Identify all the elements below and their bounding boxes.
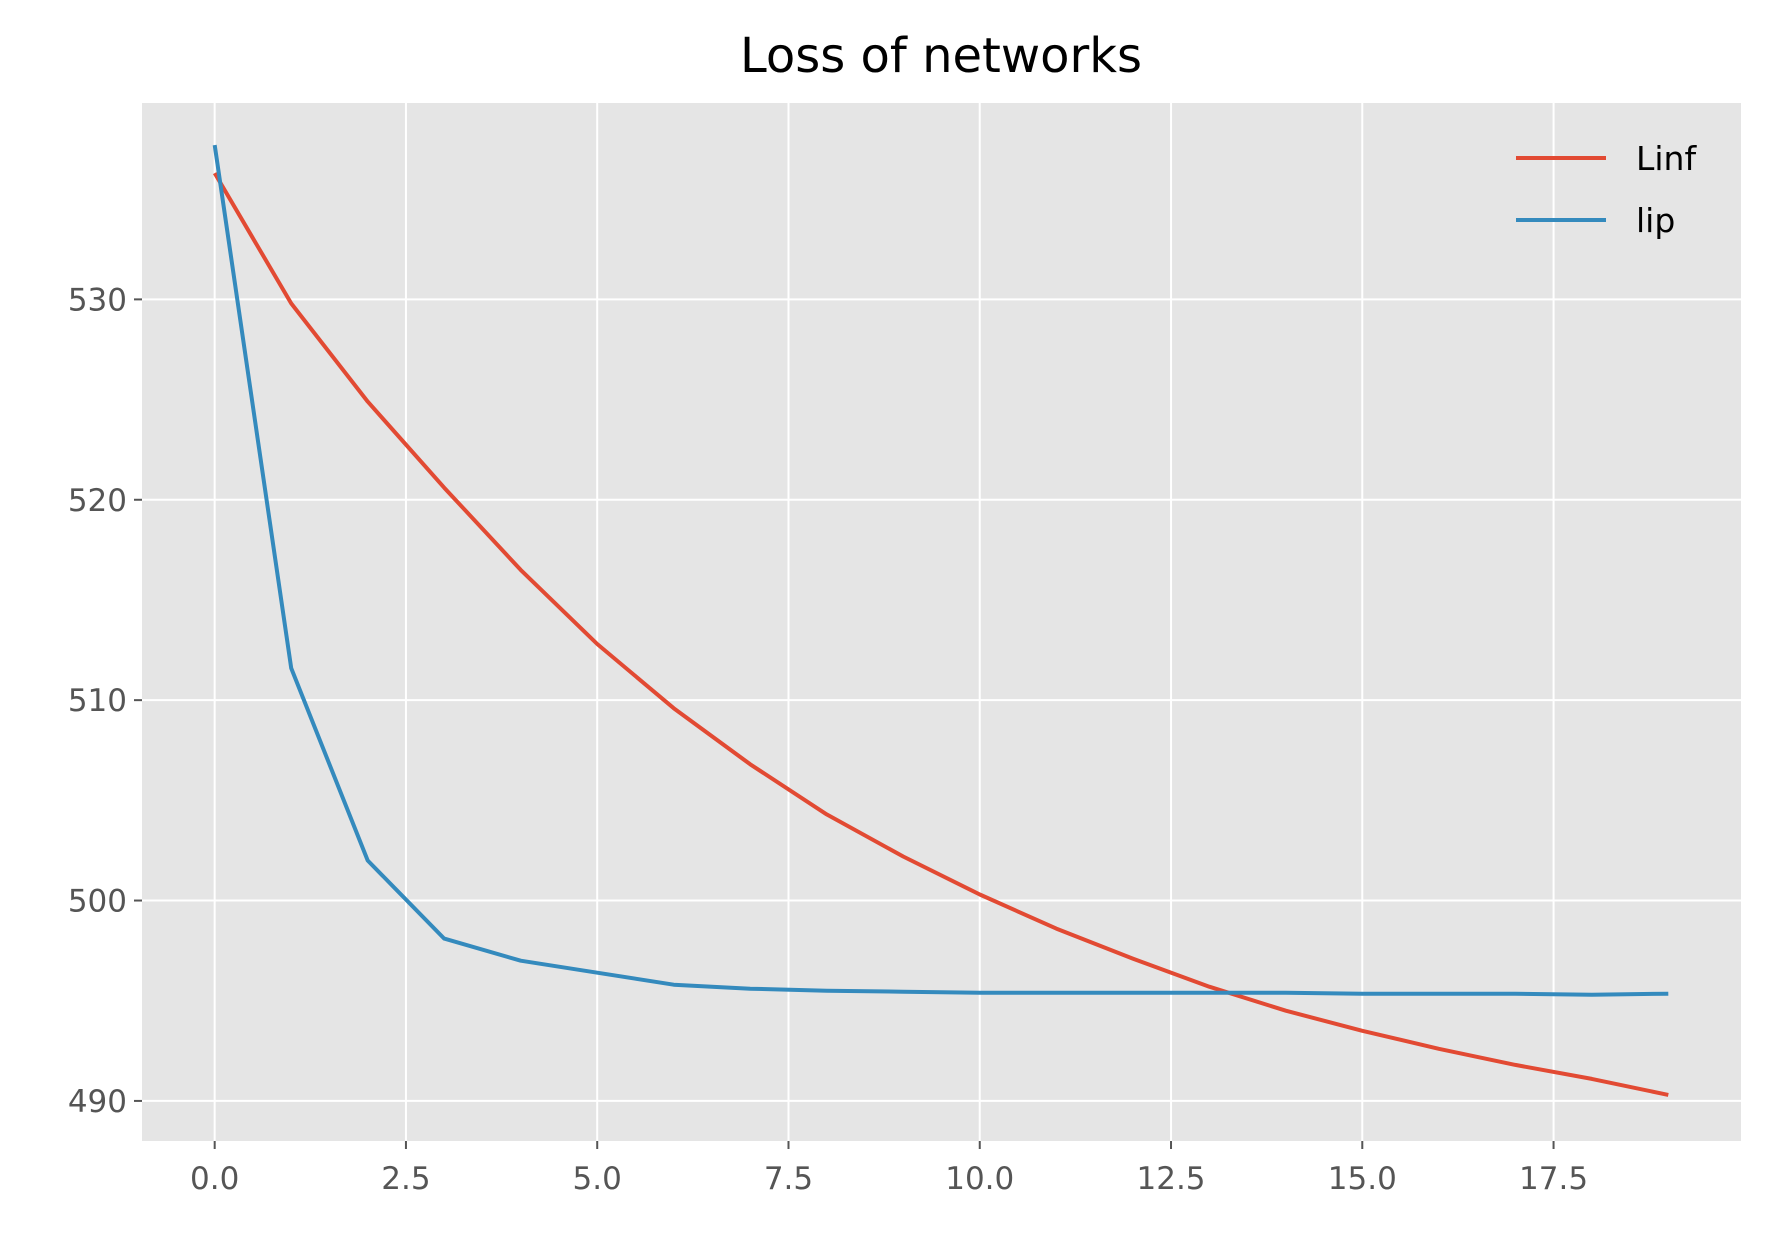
legend: Linf lip (1516, 139, 1697, 240)
x-tick-label: 12.5 (1137, 1161, 1206, 1197)
y-tick-label: 500 (68, 884, 127, 920)
x-tick-label: 7.5 (764, 1161, 813, 1197)
series-line-linf (212, 172, 1669, 1097)
legend-label: Linf (1636, 139, 1697, 178)
grid (142, 103, 1741, 1141)
y-axis: 490 500 510 520 530 (68, 282, 142, 1120)
series-lines (212, 144, 1669, 1097)
y-tick-label: 510 (68, 683, 127, 719)
y-tick-label: 530 (68, 282, 127, 318)
x-tick-label: 10.0 (945, 1161, 1014, 1197)
x-tick-label: 17.5 (1519, 1161, 1588, 1197)
x-tick-label: 0.0 (190, 1161, 239, 1197)
y-tick-label: 520 (68, 483, 127, 519)
x-tick-label: 15.0 (1328, 1161, 1397, 1197)
x-tick-label: 5.0 (573, 1161, 622, 1197)
chart-title: Loss of networks (740, 28, 1142, 84)
series-line-lip (212, 144, 1669, 997)
legend-label: lip (1636, 201, 1675, 240)
x-axis: 0.0 2.5 5.0 7.5 10.0 12.5 15.0 17.5 (190, 1141, 1588, 1197)
x-tick-label: 2.5 (381, 1161, 430, 1197)
y-tick-label: 490 (68, 1084, 127, 1120)
plot-background (142, 103, 1741, 1141)
